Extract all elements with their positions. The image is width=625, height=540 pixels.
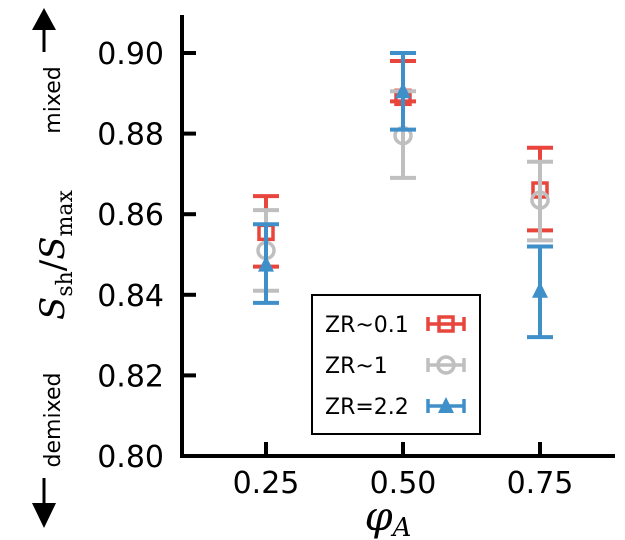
legend-marker xyxy=(438,397,454,413)
x-tick-label: 0.50 xyxy=(370,466,437,501)
y-tick-label: 0.90 xyxy=(97,37,164,72)
legend-label: ZR~1 xyxy=(325,354,388,379)
y-tick-label: 0.88 xyxy=(97,118,164,153)
series-triangle xyxy=(253,51,553,340)
x-ticks: 0.25 0.50 0.75 xyxy=(233,442,574,501)
arrow-up-head xyxy=(32,8,56,30)
series-layer xyxy=(253,51,553,340)
demixed-annotation: demixed xyxy=(41,373,66,468)
y-axis-title: Ssh/Smax xyxy=(33,189,78,320)
legend-label: ZR~0.1 xyxy=(325,313,409,338)
y-tick-label: 0.86 xyxy=(97,198,164,233)
data-point xyxy=(532,281,548,298)
y-tick-label: 0.84 xyxy=(97,279,164,314)
legend-marker xyxy=(437,315,455,333)
svg-text:Ssh/Smax: Ssh/Smax xyxy=(33,189,78,320)
demixed-label: demixed xyxy=(41,373,66,468)
legend: ZR~0.1 ZR~1 ZR=2.2 xyxy=(311,294,481,435)
x-tick-label: 0.75 xyxy=(507,466,574,501)
y-tick-label: 0.82 xyxy=(97,359,164,394)
y-ticks: 0.80 0.82 0.84 0.86 0.88 0.90 xyxy=(97,37,196,475)
y-tick-label: 0.80 xyxy=(97,440,164,475)
data-point xyxy=(530,190,550,210)
legend-marker xyxy=(436,355,456,375)
data-point xyxy=(258,255,274,272)
x-axis-title: φA xyxy=(365,494,412,540)
x-tick-label: 0.25 xyxy=(233,466,300,501)
legend-label: ZR=2.2 xyxy=(325,395,409,420)
mixed-annotation: mixed xyxy=(41,66,66,133)
mixed-label: mixed xyxy=(41,66,66,133)
arrow-down-head xyxy=(32,503,56,528)
data-point xyxy=(395,82,411,99)
